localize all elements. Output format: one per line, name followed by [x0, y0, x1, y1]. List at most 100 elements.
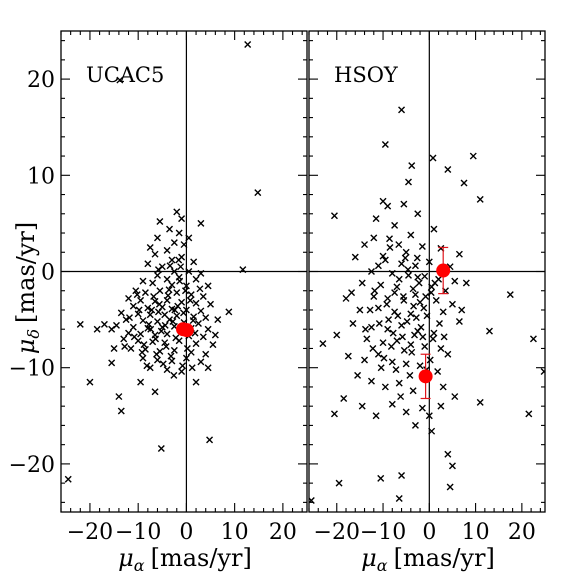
scatter-point: [406, 371, 414, 379]
scatter-point: [409, 285, 417, 293]
scatter-point: [110, 344, 118, 352]
scatter-point: [175, 229, 183, 237]
scatter-point: [176, 277, 184, 285]
scatter-point: [437, 344, 445, 352]
scatter-point: [146, 311, 154, 319]
scatter-point: [381, 383, 389, 391]
scatter-point: [164, 292, 172, 300]
scatter-point: [410, 302, 418, 310]
scatter-point: [413, 254, 421, 262]
y-tick-label: 20: [27, 68, 55, 93]
scatter-point: [460, 179, 468, 187]
scatter-point: [393, 283, 401, 291]
scatter-point: [429, 154, 437, 162]
scatter-point: [180, 241, 188, 249]
scatter-point: [122, 316, 130, 324]
x-axis-label-left-symbol: μ: [118, 544, 134, 572]
scatter-point: [153, 350, 161, 358]
scatter-point: [144, 260, 152, 268]
scatter-point: [379, 339, 387, 347]
scatter-point: [377, 474, 385, 482]
scatter-point: [381, 141, 389, 149]
scatter-point: [403, 318, 411, 326]
scatter-point: [161, 339, 169, 347]
scatter-point: [187, 291, 195, 299]
scatter-point: [127, 344, 135, 352]
scatter-point: [163, 330, 171, 338]
scatter-point: [434, 368, 442, 376]
x-tick-label: −10: [115, 520, 161, 545]
y-axis-label-unit: [mas/yr]: [12, 222, 40, 323]
scatter-point: [117, 407, 125, 415]
scatter-point: [197, 307, 205, 315]
y-tick-label: 10: [27, 164, 55, 189]
x-axis-label-left-subscript: α: [134, 556, 145, 574]
scatter-point: [244, 40, 252, 48]
x-tick-label: 10: [462, 520, 490, 545]
scatter-point: [125, 294, 133, 302]
scatter-point: [439, 383, 447, 391]
scatter-point: [163, 366, 171, 374]
scatter-point: [430, 329, 438, 337]
scatter-point: [196, 285, 204, 293]
scatter-point: [192, 275, 200, 283]
scatter-point: [202, 314, 210, 322]
scatter-point: [239, 266, 247, 274]
scatter-point: [391, 289, 399, 297]
highlight-point: [436, 246, 451, 295]
scatter-point: [415, 279, 423, 287]
x-axis-label-right: μα [mas/yr]: [361, 544, 495, 574]
scatter-point: [165, 286, 173, 294]
scatter-point: [387, 343, 395, 351]
scatter-point: [139, 354, 147, 362]
scatter-point: [411, 331, 419, 339]
x-tick-label: 20: [508, 520, 536, 545]
scatter-point: [412, 314, 420, 322]
highlight-marker: [179, 323, 194, 338]
scatter-point: [178, 215, 186, 223]
highlight-marker: [418, 369, 433, 384]
scatter-point: [414, 273, 422, 281]
scatter-point: [140, 341, 148, 349]
scatter-point: [190, 258, 198, 266]
scatter-point: [157, 327, 165, 335]
scatter-point: [147, 325, 155, 333]
x-axis-label-left: μα [mas/yr]: [118, 544, 252, 574]
scatter-point: [166, 262, 174, 270]
scatter-point: [93, 325, 101, 333]
scatter-point: [173, 312, 181, 320]
scatter-point: [358, 279, 366, 287]
scatter-point: [393, 337, 401, 345]
scatter-point: [163, 246, 171, 254]
scatter-point: [402, 408, 410, 416]
scatter-point: [408, 162, 416, 170]
scatter-point: [186, 296, 194, 304]
scatter-point: [451, 277, 459, 285]
scatter-point: [183, 344, 191, 352]
scatter-point: [361, 356, 369, 364]
scatter-point: [398, 333, 406, 341]
scatter-point: [432, 296, 440, 304]
scatter-point: [385, 316, 393, 324]
scatter-point: [388, 358, 396, 366]
x-axis-label-right-subscript: α: [377, 556, 388, 574]
scatter-point: [155, 300, 163, 308]
scatter-point: [117, 309, 125, 317]
scatter-point: [116, 76, 124, 84]
x-tick-label: 10: [221, 520, 249, 545]
scatter-point: [169, 318, 177, 326]
scatter-point: [407, 310, 415, 318]
scatter-point: [384, 294, 392, 302]
scatter-point: [149, 279, 157, 287]
scatter-point: [135, 306, 143, 314]
scatter-point: [392, 366, 400, 374]
scatter-point: [132, 287, 140, 295]
scatter-point: [377, 364, 385, 372]
scatter-point: [422, 293, 430, 301]
scatter-point: [154, 308, 162, 316]
scatter-point: [389, 329, 397, 337]
scatter-point: [153, 271, 161, 279]
scatter-point: [391, 221, 399, 229]
